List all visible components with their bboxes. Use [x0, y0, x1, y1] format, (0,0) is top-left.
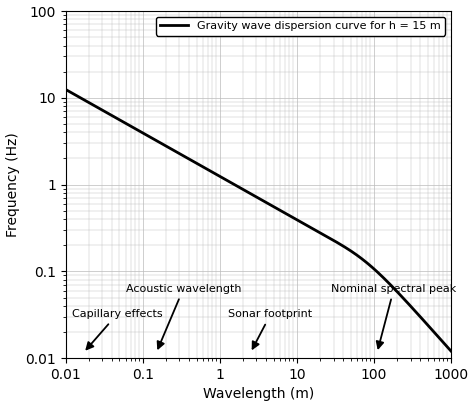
Text: Acoustic wavelength: Acoustic wavelength	[126, 284, 241, 348]
Gravity wave dispersion curve for h = 15 m	[240, 187, 246, 192]
Gravity wave dispersion curve for h = 15 m	[437, 336, 442, 341]
Gravity wave dispersion curve for h = 15 m	[366, 262, 372, 267]
Gravity wave dispersion curve for h = 15 m	[448, 348, 454, 353]
Text: Capillary effects: Capillary effects	[72, 309, 162, 349]
Gravity wave dispersion curve for h = 15 m	[63, 87, 68, 92]
Line: Gravity wave dispersion curve for h = 15 m: Gravity wave dispersion curve for h = 15…	[65, 90, 451, 351]
X-axis label: Wavelength (m): Wavelength (m)	[202, 387, 314, 401]
Gravity wave dispersion curve for h = 15 m	[250, 193, 256, 197]
Text: Sonar footprint: Sonar footprint	[228, 309, 313, 349]
Gravity wave dispersion curve for h = 15 m	[82, 98, 88, 103]
Gravity wave dispersion curve for h = 15 m	[437, 336, 443, 341]
Y-axis label: Frequency (Hz): Frequency (Hz)	[6, 132, 19, 237]
Legend: Gravity wave dispersion curve for h = 15 m: Gravity wave dispersion curve for h = 15…	[156, 17, 446, 35]
Text: Nominal spectral peak: Nominal spectral peak	[331, 284, 456, 348]
